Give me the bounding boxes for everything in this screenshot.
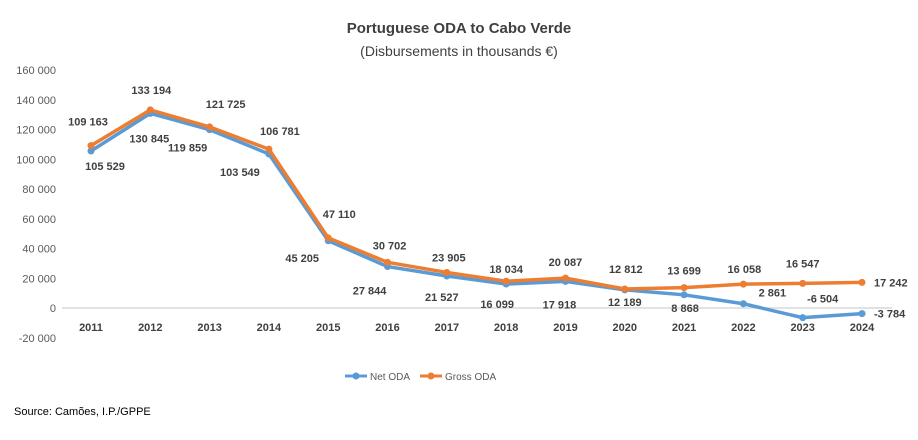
data-label: 23 905	[432, 252, 466, 264]
data-label: 130 845	[129, 133, 169, 145]
data-point	[324, 234, 332, 242]
data-point	[799, 314, 807, 322]
y-tick-label: -20 000	[19, 333, 56, 345]
x-tick-label: 2017	[435, 322, 459, 334]
x-tick-label: 2022	[731, 322, 755, 334]
x-tick-label: 2019	[553, 322, 577, 334]
data-point	[443, 268, 451, 276]
data-point	[206, 123, 214, 131]
data-point	[621, 285, 629, 293]
data-label: 30 702	[373, 240, 407, 252]
data-label: 45 205	[285, 253, 319, 265]
y-tick-label: 100 000	[16, 154, 56, 166]
y-tick-label: 0	[50, 303, 56, 315]
data-label: 16 058	[728, 264, 762, 276]
data-label: 8 868	[671, 303, 699, 315]
data-point	[502, 277, 510, 285]
data-point	[799, 279, 807, 287]
y-tick-label: 20 000	[22, 273, 56, 285]
chart-subtitle: (Disbursements in thousands €)	[360, 43, 558, 59]
series-line-gross-oda	[90, 108, 863, 291]
legend-label: Gross ODA	[445, 372, 496, 383]
x-tick-label: 2013	[197, 322, 221, 334]
data-point	[680, 284, 688, 292]
data-label: 105 529	[85, 161, 125, 173]
data-point	[265, 145, 273, 153]
data-point	[739, 280, 747, 288]
chart-title: Portuguese ODA to Cabo Verde	[347, 20, 571, 37]
y-tick-label: 140 000	[16, 95, 56, 107]
data-label: 106 781	[260, 126, 300, 138]
data-label: 47 110	[323, 209, 356, 221]
data-point	[858, 278, 866, 286]
data-point	[146, 106, 154, 114]
y-tick-label: 160 000	[16, 65, 56, 77]
y-tick-label: 60 000	[22, 214, 56, 226]
legend-marker	[352, 372, 360, 380]
data-label: -3 784	[874, 309, 906, 321]
data-point	[858, 310, 866, 318]
data-point	[87, 147, 95, 155]
data-label: 16 099	[480, 299, 514, 311]
x-tick-label: 2014	[257, 322, 282, 334]
data-point	[680, 291, 688, 299]
data-point	[739, 300, 747, 308]
data-label: 2 861	[759, 288, 787, 300]
data-point	[384, 258, 392, 266]
data-label: 13 699	[667, 266, 701, 278]
data-label: 16 547	[786, 258, 820, 270]
x-tick-label: 2016	[375, 322, 399, 334]
y-tick-label: 120 000	[16, 125, 56, 137]
x-tick-label: 2020	[613, 322, 637, 334]
data-label: 12 812	[609, 264, 643, 276]
legend-marker	[427, 372, 435, 380]
data-label: 27 844	[353, 286, 388, 298]
data-label: 18 034	[489, 264, 524, 276]
data-point	[561, 274, 569, 282]
y-tick-label: 80 000	[22, 184, 56, 196]
data-label: -6 504	[807, 294, 839, 306]
legend-item: Gross ODA	[420, 372, 496, 383]
y-tick-label: 40 000	[22, 244, 56, 256]
x-tick-label: 2018	[494, 322, 518, 334]
source-note: Source: Camões, I.P./GPPE	[14, 406, 151, 418]
series-line-net-oda	[90, 111, 863, 320]
data-label: 133 194	[131, 85, 172, 97]
data-label: 103 549	[220, 167, 260, 179]
data-label: 21 527	[425, 292, 459, 304]
x-tick-label: 2015	[316, 322, 340, 334]
data-point	[87, 142, 95, 150]
x-tick-label: 2011	[79, 322, 103, 334]
x-tick-label: 2012	[138, 322, 162, 334]
legend-label: Net ODA	[370, 372, 410, 383]
data-label: 17 918	[543, 299, 577, 311]
data-label: 119 859	[168, 143, 207, 155]
x-tick-label: 2024	[850, 322, 875, 334]
data-label: 17 242	[874, 277, 908, 289]
x-tick-label: 2023	[790, 322, 814, 334]
data-label: 109 163	[68, 117, 108, 129]
data-label: 12 189	[608, 297, 642, 309]
x-tick-label: 2021	[672, 322, 696, 334]
data-label: 20 087	[549, 257, 583, 269]
legend-item: Net ODA	[345, 372, 410, 383]
data-label: 121 725	[206, 99, 246, 111]
